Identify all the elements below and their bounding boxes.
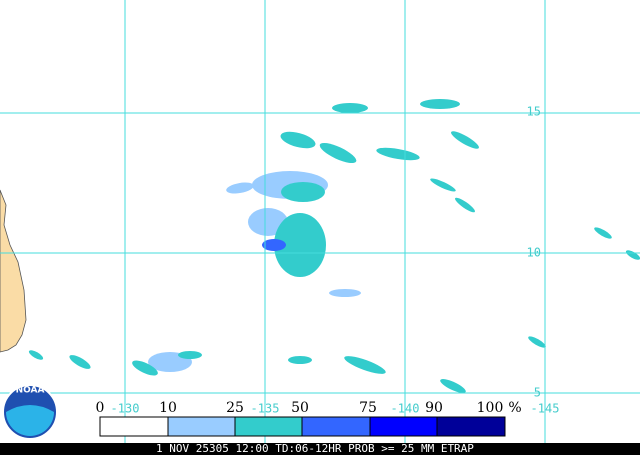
legend-label: 75	[359, 400, 377, 416]
logo-text: NOAA	[16, 386, 45, 396]
legend-swatch	[167, 416, 236, 437]
legend-label: 10	[159, 400, 177, 416]
lon-labels: -130 -135 -140 -145	[111, 402, 560, 416]
legend-swatch	[99, 416, 169, 437]
graticule	[0, 0, 640, 443]
caption: 1 NOV 25305 12:00 TD:06-12HR PROB >= 25 …	[156, 442, 474, 455]
lon-label: -140	[391, 402, 420, 416]
legend-label: 25	[226, 400, 244, 416]
legend-label: 0	[96, 400, 105, 416]
legend-swatch	[234, 416, 303, 437]
noaa-logo: NOAA	[2, 384, 58, 440]
legend-label: 50	[291, 400, 309, 416]
rain-blobs	[28, 99, 640, 393]
legend-unit: %	[508, 400, 521, 416]
legend-label: 100	[477, 400, 504, 416]
legend	[99, 416, 506, 437]
lat-label: 15	[527, 105, 541, 119]
legend-swatch	[436, 416, 506, 437]
lon-label: -130	[111, 402, 140, 416]
lat-label: 5	[534, 386, 541, 400]
lon-label: -135	[251, 402, 280, 416]
lat-labels: 15 10 5	[527, 105, 541, 400]
legend-label: 90	[425, 400, 443, 416]
legend-labels: 0 10 25 50 75 90 100 %	[96, 400, 522, 416]
lat-label: 10	[527, 246, 541, 260]
land	[0, 189, 27, 353]
lon-label: -145	[531, 402, 560, 416]
legend-swatch	[301, 416, 371, 437]
caption-bar	[0, 443, 640, 455]
legend-swatch	[369, 416, 438, 437]
